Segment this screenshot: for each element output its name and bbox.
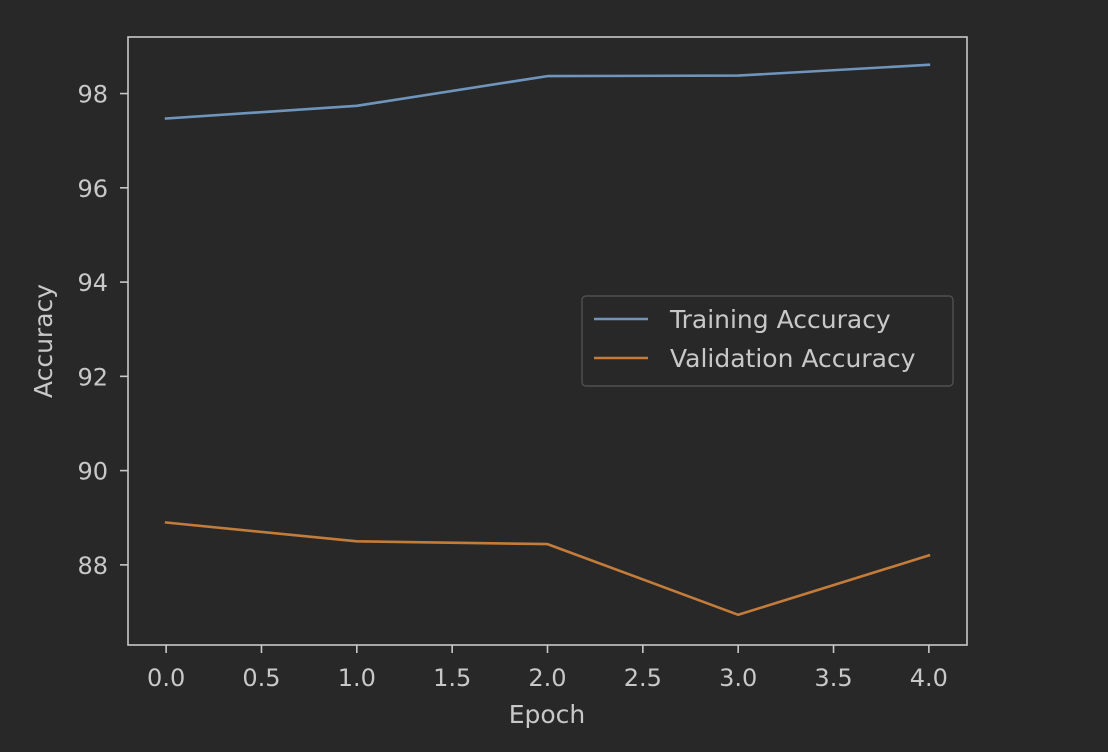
x-tick-label: 4.0 [910,664,948,692]
x-tick-label: 1.5 [433,664,471,692]
x-tick-label: 0.0 [147,664,185,692]
legend-label-training-accuracy: Training Accuracy [669,305,891,334]
x-axis-label: Epoch [509,700,586,729]
legend-box [581,295,954,387]
x-tick-label: 2.0 [528,664,566,692]
y-axis-label: Accuracy [29,284,58,398]
y-tick-label: 92 [77,363,108,391]
y-tick-label: 94 [77,269,108,297]
y-tick-label: 96 [77,175,108,203]
x-tick-label: 2.5 [624,664,662,692]
y-axis: 88 90 92 94 96 98 [77,81,128,580]
y-tick-label: 98 [77,81,108,109]
x-axis: 0.0 0.5 1.0 1.5 2.0 2.5 3.0 3.5 4.0 [147,645,948,692]
series-line-training-accuracy [164,63,931,120]
x-tick-label: 1.0 [338,664,376,692]
y-tick-label: 90 [77,458,108,486]
legend: Training Accuracy Validation Accuracy [581,295,954,387]
y-tick-label: 88 [77,552,108,580]
series-line-validation-accuracy [164,521,931,617]
x-tick-label: 3.5 [814,664,852,692]
x-tick-label: 0.5 [242,664,280,692]
legend-label-validation-accuracy: Validation Accuracy [670,344,916,373]
x-tick-label: 3.0 [719,664,757,692]
series-layer [164,63,931,617]
